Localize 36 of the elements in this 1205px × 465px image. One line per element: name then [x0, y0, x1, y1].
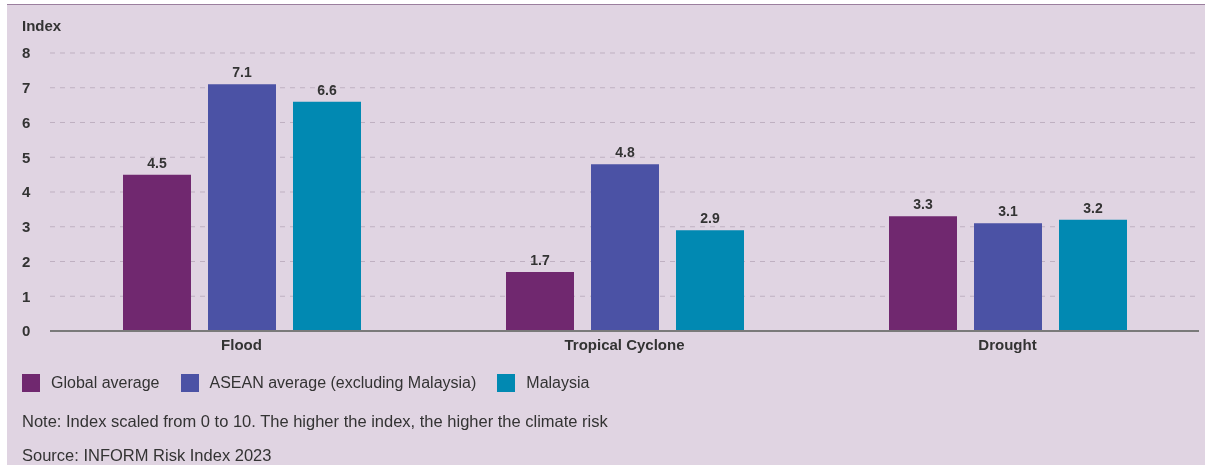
x-tick-label: Tropical Cyclone — [564, 335, 685, 353]
y-tick-label: 5 — [22, 148, 31, 166]
y-axis-title: Index — [22, 17, 62, 34]
legend-label: Malaysia — [526, 374, 590, 392]
source-note: Source: INFORM Risk Index 2023 — [22, 446, 272, 464]
y-tick-label: 3 — [22, 218, 31, 235]
data-label: 3.1 — [998, 203, 1018, 220]
y-tick-label: 8 — [22, 44, 31, 62]
y-tick-label: 4 — [22, 183, 31, 201]
data-label: 4.5 — [147, 154, 167, 171]
data-label: 1.7 — [530, 251, 550, 268]
y-tick-label: 7 — [22, 79, 31, 96]
x-tick-label: Flood — [221, 335, 262, 353]
data-label: 4.8 — [615, 144, 635, 161]
bar — [208, 84, 276, 331]
bar — [293, 101, 361, 331]
text: Note: Index scaled from 0 to 10. The higher the index, the higher the climate risk — [22, 412, 608, 430]
legend-label: ASEAN average (excluding Malaysia) — [209, 374, 477, 392]
bar — [123, 174, 191, 331]
y-tick-label: 1 — [22, 287, 31, 305]
bar — [974, 223, 1042, 331]
y-tick-label: 0 — [22, 322, 31, 340]
bar — [506, 271, 574, 331]
data-label: 7.1 — [232, 64, 252, 81]
x-tick-label: Drought — [978, 335, 1037, 353]
data-label: 6.6 — [317, 81, 337, 98]
legend-label: Global average — [51, 374, 160, 392]
data-label: 3.2 — [1083, 199, 1103, 216]
bar — [889, 216, 957, 331]
y-tick-label: 6 — [22, 113, 31, 131]
y-tick-label: 2 — [22, 252, 31, 270]
bar — [676, 230, 744, 331]
bar — [591, 164, 659, 331]
data-label: 3.3 — [913, 196, 933, 213]
bar — [1059, 219, 1127, 331]
data-label: 2.9 — [700, 210, 720, 227]
